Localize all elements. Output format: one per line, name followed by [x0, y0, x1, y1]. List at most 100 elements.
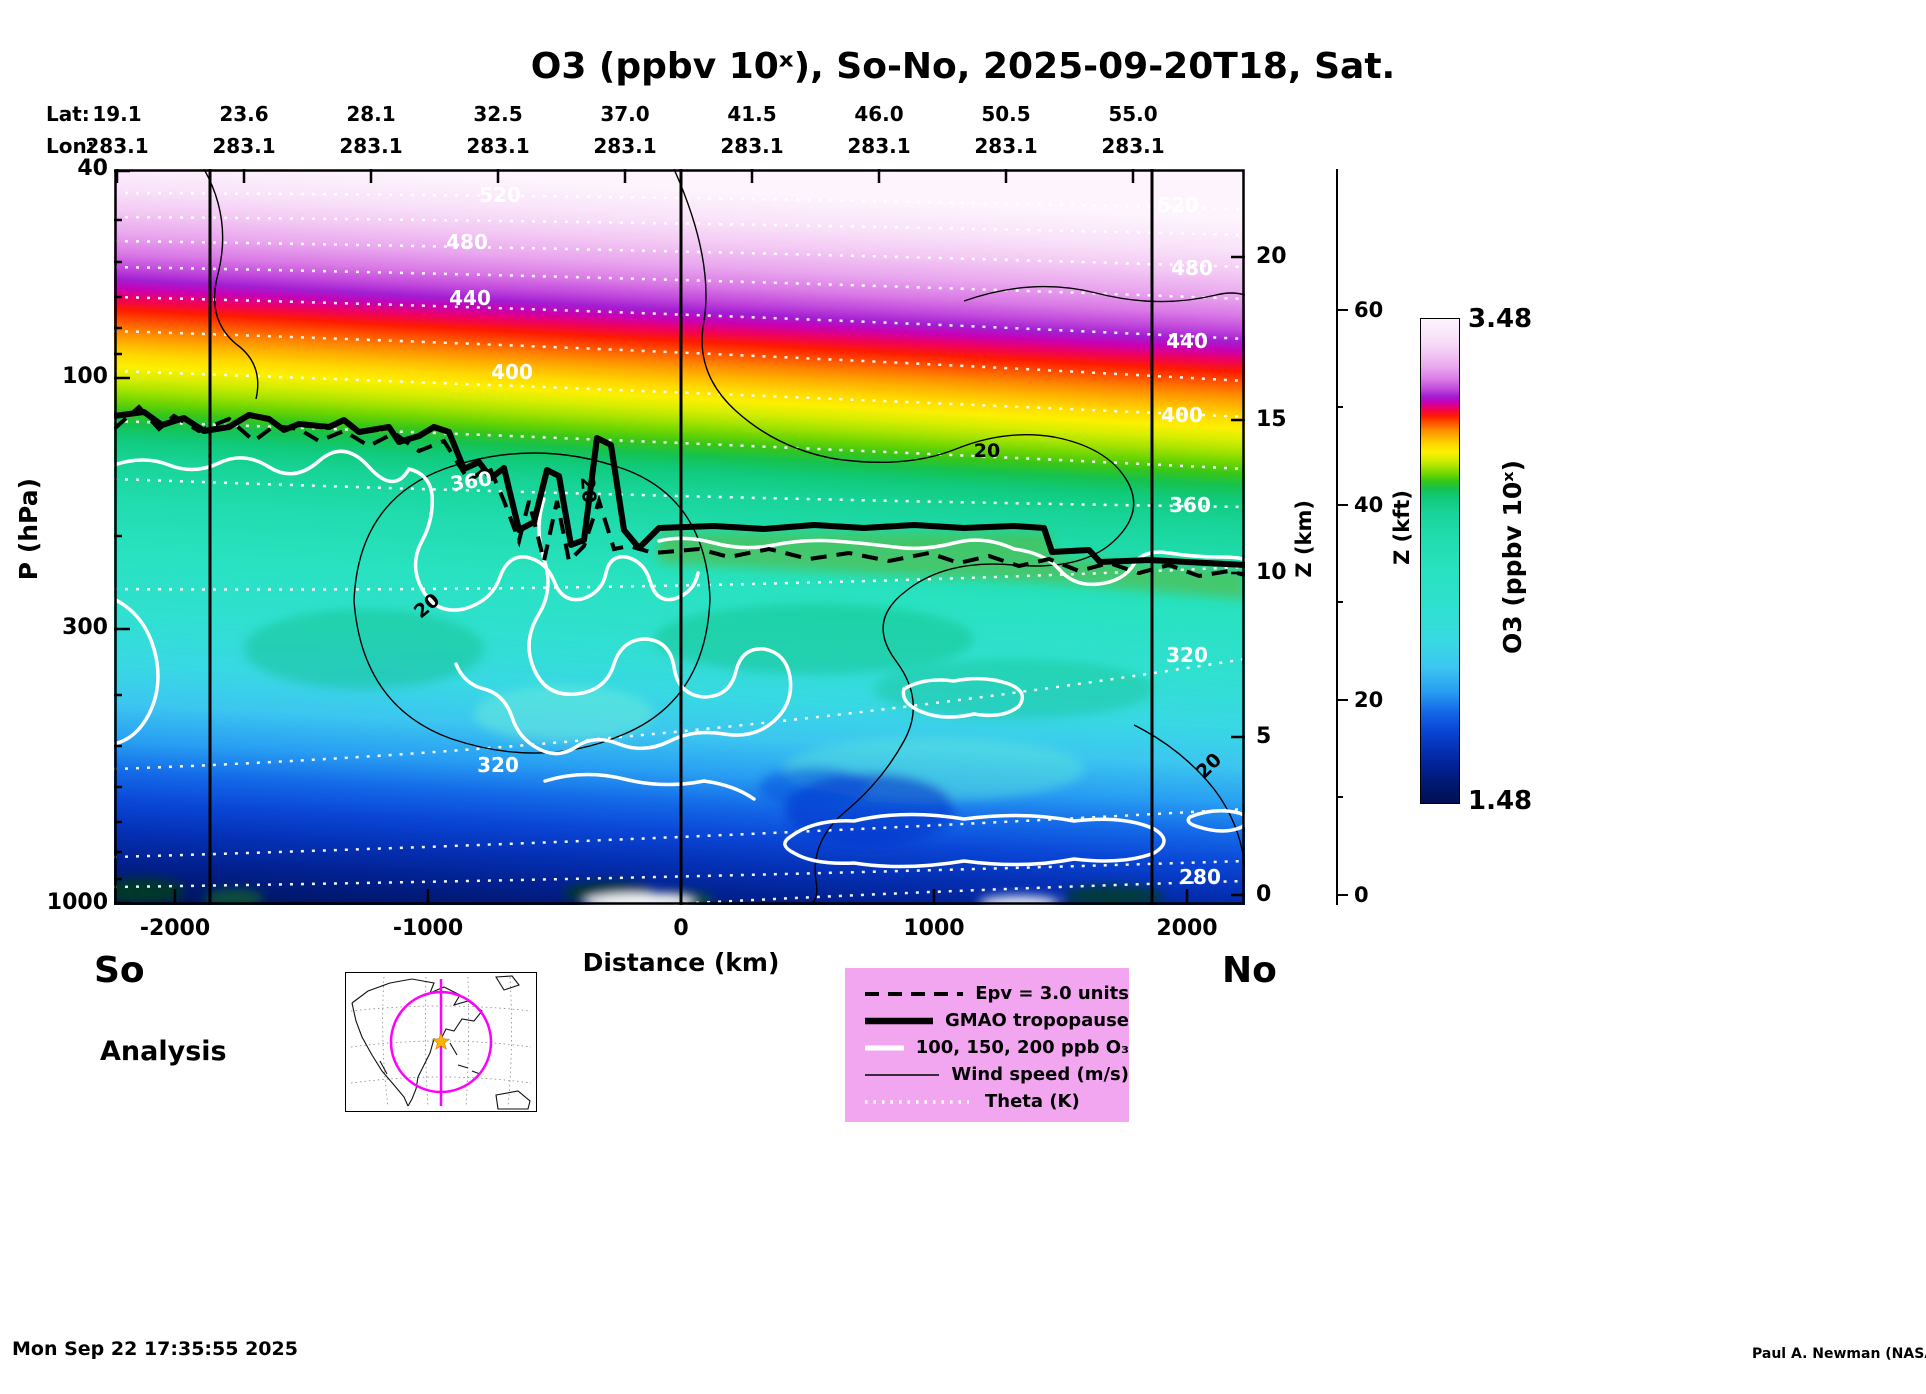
zkm-tick: 15: [1256, 407, 1287, 432]
wind-contour-line: [1133, 724, 1245, 868]
theta-label: 400: [491, 360, 533, 384]
lat-value: 55.0: [1108, 102, 1158, 126]
o3-contour-line: [657, 536, 1245, 587]
zkm-ticks: [1231, 255, 1245, 897]
legend-item-theta: Theta (K): [861, 1088, 1129, 1115]
tropopause-line: [114, 409, 1245, 568]
theta-label: 360: [1169, 493, 1211, 517]
colorbar-max: 3.48: [1468, 304, 1533, 334]
zkm-tick: 20: [1256, 244, 1287, 269]
lat-value: 41.5: [727, 102, 777, 126]
legend: Epv = 3.0 units GMAO tropopause 100, 150…: [845, 968, 1129, 1122]
wind-contour-line: [963, 285, 1245, 303]
wind-contour-line: [353, 452, 711, 754]
x-axis-title: Distance (km): [582, 948, 780, 977]
p-tick: 40: [77, 156, 108, 181]
zkft-tick-mark: [1336, 699, 1348, 701]
theta-contour-line: [114, 477, 1245, 509]
theta-label: 520: [1157, 193, 1199, 217]
theta-contour-line: [673, 879, 1245, 905]
zkft-minor-tick: [1336, 796, 1343, 798]
theta-contour-line: [114, 215, 1245, 237]
zkm-tick: 5: [1256, 724, 1272, 749]
theta-label: 280: [1179, 865, 1221, 889]
thin-line-sample-icon: [865, 1073, 940, 1076]
legend-item-epv: Epv = 3.0 units: [861, 980, 1129, 1007]
lat-value: 50.5: [981, 102, 1031, 126]
theta-contour-line: [114, 369, 1245, 419]
theta-contour-line: [114, 329, 1245, 383]
theta-label: 360: [449, 466, 494, 496]
credit: Paul A. Newman (NASA: [1752, 1346, 1926, 1362]
x-tick: -1000: [392, 916, 464, 941]
x-tick: -2000: [139, 916, 211, 941]
main-plot-svg: 520 520 480 480 440 440 400 400 360 360 …: [114, 169, 1245, 905]
theta-label: 520: [479, 183, 521, 207]
zkm-tick: 0: [1256, 882, 1272, 907]
wind-label: 20: [974, 440, 1000, 462]
p-axis-title: P (hPa): [14, 478, 43, 581]
colorbar-min: 1.48: [1468, 786, 1533, 816]
wind-contours: [203, 169, 1245, 905]
theta-label: 480: [446, 230, 488, 254]
theta-label: 440: [1166, 329, 1208, 353]
theta-label: 320: [477, 753, 519, 777]
zkm-tick: 10: [1256, 560, 1287, 585]
lon-value: 283.1: [212, 134, 276, 158]
o3-contour-line: [783, 812, 1166, 869]
lat-value: 32.5: [473, 102, 523, 126]
theta-contours: [114, 191, 1245, 905]
theta-contour-line: [114, 807, 1245, 859]
o3-contour-line: [454, 497, 793, 756]
lon-value: 283.1: [720, 134, 784, 158]
lon-value: 283.1: [339, 134, 403, 158]
p-ticks: [114, 169, 130, 905]
colorbar: [1420, 318, 1460, 804]
wind-label: 20: [576, 476, 600, 504]
theta-label: 480: [1171, 256, 1213, 280]
lon-value: 283.1: [593, 134, 657, 158]
zkft-minor-tick: [1336, 601, 1343, 603]
x-tick: 1000: [903, 916, 965, 941]
p-tick: 1000: [46, 890, 108, 915]
endpoint-north: No: [1222, 950, 1277, 991]
p-tick: 300: [62, 615, 108, 640]
legend-label: Epv = 3.0 units: [975, 983, 1129, 1004]
plot-title: O3 (ppbv 10ˣ), So-No, 2025-09-20T18, Sat…: [530, 46, 1396, 87]
theta-labels: 520 520 480 480 440 440 400 400 360 360 …: [446, 183, 1221, 889]
colorbar-title: O3 (ppbv 10ˣ): [1498, 460, 1527, 654]
white-line-sample-icon: [865, 1045, 904, 1050]
theta-contour-line: [114, 565, 1245, 591]
legend-label: 100, 150, 200 ppb O₃: [915, 1037, 1129, 1058]
x-tick: 2000: [1156, 916, 1218, 941]
x-tick: 0: [673, 916, 689, 941]
timestamp: Mon Sep 22 17:35:55 2025: [12, 1338, 298, 1360]
lon-row-label: Lon:: [46, 134, 95, 158]
lon-value: 283.1: [1101, 134, 1165, 158]
analysis-label: Analysis: [100, 1036, 227, 1067]
map-inset: [345, 972, 537, 1112]
zkft-tick: 20: [1354, 688, 1384, 712]
zkft-axis-line: [1336, 169, 1338, 905]
o3-contour-line: [543, 772, 756, 801]
o3-contours: [114, 449, 1245, 869]
zkft-axis-title: Z (kft): [1390, 490, 1414, 565]
zkft-tick: 60: [1354, 298, 1384, 322]
zkft-tick-mark: [1336, 504, 1348, 506]
lat-value: 28.1: [346, 102, 396, 126]
theta-contour-line: [114, 265, 1245, 301]
legend-label: Theta (K): [985, 1091, 1080, 1112]
zkft-tick-mark: [1336, 309, 1348, 311]
theta-contour-line: [114, 295, 1245, 341]
lat-row-label: Lat:: [46, 102, 90, 126]
zkft-tick: 40: [1354, 493, 1384, 517]
theta-contour-line: [114, 191, 1245, 211]
dashed-line-sample-icon: [865, 991, 964, 996]
legend-item-tropopause: GMAO tropopause: [861, 1007, 1129, 1034]
dotted-line-sample-icon: [865, 1099, 969, 1104]
map-coastlines: [351, 975, 531, 1110]
zkft-tick: 0: [1354, 883, 1369, 907]
legend-item-o3-contours: 100, 150, 200 ppb O₃: [861, 1034, 1129, 1061]
legend-label: GMAO tropopause: [944, 1010, 1129, 1031]
theta-label: 400: [1161, 403, 1203, 427]
